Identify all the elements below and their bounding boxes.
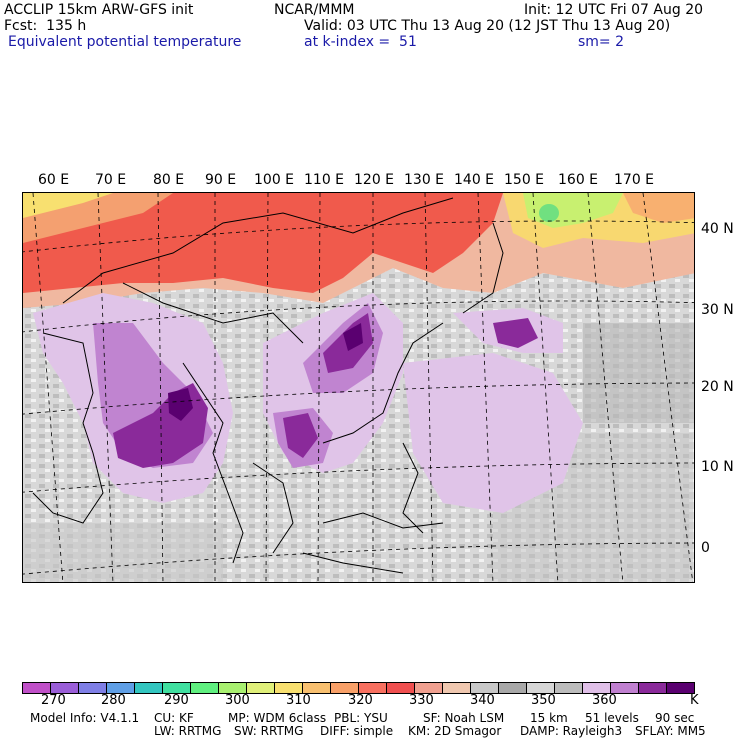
colorbar-swatch	[107, 683, 135, 693]
colorbar-swatch	[219, 683, 247, 693]
lon-label: 120 E	[354, 172, 395, 188]
model-title: ACCLIP 15km ARW-GFS init	[4, 2, 194, 18]
theta-e-field	[23, 193, 694, 582]
footer-item: KM: 2D Smagor	[408, 724, 502, 738]
lon-label: 80 E	[153, 172, 185, 188]
colorbar-label: 300	[225, 693, 250, 708]
footer-item: SW: RRTMG	[234, 724, 304, 738]
north-red-band	[23, 193, 503, 293]
footer-item: 15 km	[530, 711, 568, 725]
gray-patch	[583, 323, 694, 423]
map-panel	[22, 192, 695, 583]
colorbar-swatch	[527, 683, 555, 693]
colorbar-swatch	[387, 683, 415, 693]
colorbar-swatch	[611, 683, 639, 693]
forecast-hour: Fcst: 135 h	[4, 18, 87, 34]
lon-label: 150 E	[504, 172, 545, 188]
lon-label: 110 E	[304, 172, 345, 188]
northeast-orange-band	[623, 193, 694, 223]
valid-time: Valid: 03 UTC Thu 13 Aug 20 (12 JST Thu …	[304, 18, 671, 34]
colorbar-swatch	[135, 683, 163, 693]
footer-item: SF: Noah LSM	[423, 711, 505, 725]
colorbar-swatch	[79, 683, 107, 693]
lat-label: 0	[701, 540, 710, 556]
footer-item: 90 sec	[655, 711, 695, 725]
lat-label: 20 N	[701, 379, 734, 395]
colorbar-swatch	[275, 683, 303, 693]
colorbar-swatch	[639, 683, 667, 693]
colorbar-swatch	[471, 683, 499, 693]
colorbar-label: 290	[164, 693, 189, 708]
gray-patch	[23, 523, 223, 582]
colorbar-label: 330	[409, 693, 434, 708]
colorbar-swatch	[51, 683, 79, 693]
colorbar-swatch	[247, 683, 275, 693]
lat-label: 30 N	[701, 302, 734, 318]
footer-item: Model Info: V4.1.1	[30, 711, 140, 725]
lon-label: 140 E	[454, 172, 495, 188]
deep-purple-region	[283, 413, 318, 458]
footer-item: MP: WDM 6class	[228, 711, 327, 725]
init-time: Init: 12 UTC Fri 07 Aug 20	[524, 2, 704, 18]
colorbar-swatch	[555, 683, 583, 693]
colorbar-label: 360	[592, 693, 617, 708]
colorbar-label: 310	[286, 693, 311, 708]
lat-label: 40 N	[701, 221, 734, 237]
lon-label: 90 E	[205, 172, 237, 188]
lon-label: 60 E	[38, 172, 70, 188]
footer-item: DIFF: simple	[320, 724, 394, 738]
colorbar-swatch	[443, 683, 471, 693]
north-yellow-band	[23, 193, 113, 218]
green-spot	[539, 204, 559, 222]
colorbar-swatch	[415, 683, 443, 693]
colorbar-swatch	[359, 683, 387, 693]
darkest-purple-core	[343, 323, 363, 351]
colorbar-swatch	[499, 683, 527, 693]
colorbar-label: 340	[470, 693, 495, 708]
coastlines	[32, 197, 504, 574]
deep-purple-region	[493, 318, 538, 348]
footer-item: CU: KF	[154, 711, 194, 725]
smoothing-label: sm= 2	[578, 34, 625, 50]
colorbar-swatch	[667, 683, 694, 693]
colorbar-swatch	[23, 683, 51, 693]
field-name: Equivalent potential temperature	[8, 34, 242, 50]
lon-label: 70 E	[95, 172, 127, 188]
colorbar-label: 270	[41, 693, 66, 708]
footer-item: 51 levels	[585, 711, 639, 725]
lon-label: 130 E	[404, 172, 445, 188]
footer-item: DAMP: Rayleigh3	[520, 724, 623, 738]
colorbar-swatch	[331, 683, 359, 693]
colorbar-label: 280	[101, 693, 126, 708]
colorbar-label: 320	[348, 693, 373, 708]
light-purple-region	[403, 353, 583, 513]
colorbar-swatch	[163, 683, 191, 693]
lon-label: 100 E	[254, 172, 295, 188]
source-label: NCAR/MMM	[274, 2, 355, 18]
footer-item: PBL: YSU	[334, 711, 388, 725]
lon-label: 170 E	[614, 172, 655, 188]
level-label: at k-index = 51	[304, 34, 417, 50]
lat-label: 10 N	[701, 459, 734, 475]
darkest-purple-core	[168, 388, 193, 421]
colorbar-unit: K	[690, 693, 699, 708]
footer-item: SFLAY: MM5	[635, 724, 706, 738]
colorbar	[22, 682, 695, 694]
footer-item: LW: RRTMG	[154, 724, 222, 738]
colorbar-swatch	[191, 683, 219, 693]
colorbar-label: 350	[531, 693, 556, 708]
colorbar-swatch	[583, 683, 611, 693]
lon-label: 160 E	[558, 172, 599, 188]
colorbar-swatch	[303, 683, 331, 693]
graticule	[23, 193, 694, 582]
